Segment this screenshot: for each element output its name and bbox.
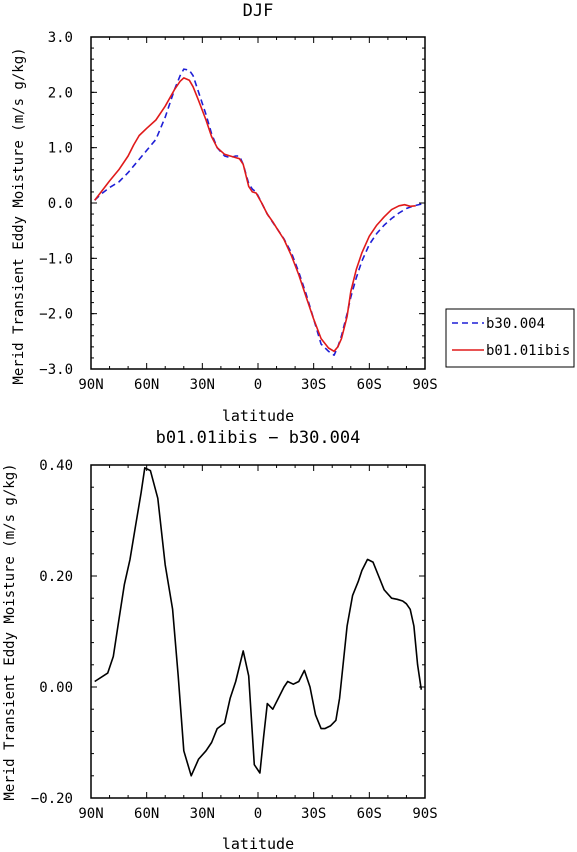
top-x-tick-label: 30N xyxy=(190,377,215,393)
top-y-tick-label: −1.0 xyxy=(39,251,73,267)
bottom-chart: b01.01ibis − b30.004 90N 60N 30N 0 30S 60S 90S… xyxy=(2,428,438,852)
bottom-x-tick-label: 60N xyxy=(134,806,159,822)
top-x-tick-label: 90N xyxy=(78,377,103,393)
legend-label-b01-01ibis: b01.01ibis xyxy=(486,343,570,359)
bottom-series-group xyxy=(94,466,423,777)
legend-box xyxy=(445,308,575,368)
top-chart: DJF 90N 60N 30N 0 30S 60S 90S 3.0 2.0 1.0 0.0 −1.0 −… xyxy=(11,1,438,425)
top-y-tick-label: 3.0 xyxy=(48,30,73,46)
bottom-axis-ticks: 90N 60N 30N 0 30S 60S 90S 0.40 0.20 0.00 −0.20 xyxy=(31,458,438,822)
bottom-y-axis-label: Merid Transient Eddy Moisture (m/s g/kg) xyxy=(2,463,18,800)
top-chart-title: DJF xyxy=(243,1,274,21)
top-y-tick-label: −2.0 xyxy=(39,307,73,323)
top-y-tick-label: 2.0 xyxy=(48,85,73,101)
bottom-x-tick-label: 90S xyxy=(412,806,437,822)
top-x-tick-label: 60N xyxy=(134,377,159,393)
legend-label-b30-004: b30.004 xyxy=(486,316,545,332)
bottom-x-tick-label: 90N xyxy=(78,806,103,822)
bottom-x-axis-label: latitude xyxy=(222,835,294,852)
top-x-tick-label: 0 xyxy=(254,377,262,393)
bottom-y-tick-label: 0.40 xyxy=(39,458,73,474)
bottom-x-tick-label: 60S xyxy=(357,806,382,822)
bottom-x-tick-label: 30N xyxy=(190,806,215,822)
top-y-tick-label: 1.0 xyxy=(48,141,73,157)
top-axis-ticks: 90N 60N 30N 0 30S 60S 90S 3.0 2.0 1.0 0.0 −1.0 −2.0 −… xyxy=(39,30,437,393)
top-x-tick-label: 60S xyxy=(357,377,382,393)
top-y-tick-label: 0.0 xyxy=(48,196,73,212)
top-series-line-b30-004 xyxy=(94,68,422,357)
bottom-plot-frame xyxy=(90,464,426,799)
top-y-tick-label: −3.0 xyxy=(39,362,73,378)
top-series-line-b01-01ibis xyxy=(94,77,416,353)
top-plot-frame xyxy=(90,36,426,370)
bottom-y-tick-label: −0.20 xyxy=(31,791,73,807)
top-x-tick-label: 30S xyxy=(301,377,326,393)
top-series-group xyxy=(94,68,422,357)
bottom-y-tick-label: 0.00 xyxy=(39,680,73,696)
bottom-chart-title: b01.01ibis − b30.004 xyxy=(156,428,361,448)
bottom-series-line-0 xyxy=(94,466,423,777)
legend: b30.004 b01.01ibis xyxy=(445,308,575,368)
bottom-x-tick-label: 0 xyxy=(254,806,262,822)
top-x-tick-label: 90S xyxy=(412,377,437,393)
top-y-axis-label: Merid Transient Eddy Moisture (m/s g/kg) xyxy=(11,47,27,384)
bottom-y-tick-label: 0.20 xyxy=(39,569,73,585)
top-x-axis-label: latitude xyxy=(222,407,294,425)
bottom-x-tick-label: 30S xyxy=(301,806,326,822)
